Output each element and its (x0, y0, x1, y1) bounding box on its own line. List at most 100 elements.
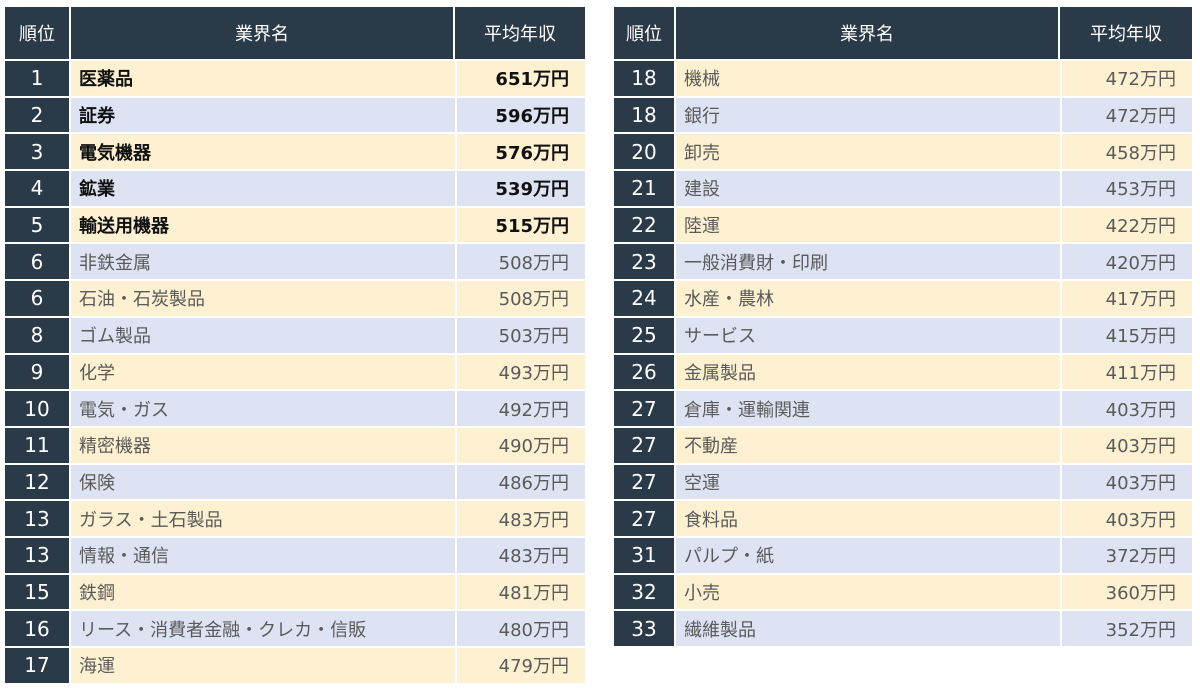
industry-cell: 石油・石炭製品 (71, 281, 455, 316)
rank-cell: 26 (614, 354, 676, 390)
rank-cell: 4 (5, 171, 71, 206)
salary-cell: 403万円 (1060, 464, 1192, 500)
industry-cell: 不動産 (676, 427, 1060, 463)
table-row: 5 輸送用機器 515万円 (5, 207, 585, 243)
salary-cell: 508万円 (455, 281, 585, 316)
header-rank: 順位 (614, 7, 676, 59)
rank-cell: 32 (614, 574, 676, 610)
rank-cell: 25 (614, 317, 676, 353)
industry-cell: 海運 (71, 648, 455, 683)
table-body-right: 18 機械 472万円 18 銀行 472万円 20 卸売 458万円 21 建設 453万円 22 陸運… (614, 61, 1192, 646)
salary-cell: 486万円 (455, 464, 585, 500)
industry-cell: 化学 (71, 354, 455, 390)
header-row: 順位 業界名 平均年収 (614, 7, 1192, 59)
industry-cell: 情報・通信 (71, 537, 455, 573)
industry-cell: 繊維製品 (676, 611, 1060, 646)
header-salary: 平均年収 (1060, 7, 1192, 59)
table-row: 22 陸運 422万円 (614, 207, 1192, 243)
table-row: 27 不動産 403万円 (614, 427, 1192, 463)
rank-cell: 2 (5, 97, 71, 133)
table-row: 24 水産・農林 417万円 (614, 281, 1192, 316)
table-row: 23 一般消費財・印刷 420万円 (614, 244, 1192, 280)
table-row: 12 保険 486万円 (5, 464, 585, 500)
rank-cell: 12 (5, 464, 71, 500)
table-row: 15 鉄鋼 481万円 (5, 574, 585, 610)
salary-cell: 503万円 (455, 317, 585, 353)
rank-cell: 6 (5, 244, 71, 280)
industry-cell: 輸送用機器 (71, 207, 455, 243)
salary-cell: 403万円 (1060, 427, 1192, 463)
rank-cell: 27 (614, 391, 676, 426)
table-row: 27 倉庫・運輸関連 403万円 (614, 391, 1192, 426)
table-row: 13 情報・通信 483万円 (5, 537, 585, 573)
salary-cell: 651万円 (455, 61, 585, 96)
industry-cell: 機械 (676, 61, 1060, 96)
header-rank: 順位 (5, 7, 71, 59)
rank-cell: 27 (614, 427, 676, 463)
rank-cell: 13 (5, 537, 71, 573)
table-row: 16 リース・消費者金融・クレカ・信販 480万円 (5, 611, 585, 646)
industry-cell: 精密機器 (71, 427, 455, 463)
table-row: 8 ゴム製品 503万円 (5, 317, 585, 353)
rank-cell: 27 (614, 501, 676, 536)
industry-cell: 医薬品 (71, 61, 455, 96)
rank-cell: 6 (5, 281, 71, 316)
table-row: 26 金属製品 411万円 (614, 354, 1192, 390)
industry-cell: 水産・農林 (676, 281, 1060, 316)
industry-cell: パルプ・紙 (676, 537, 1060, 573)
industry-cell: 倉庫・運輸関連 (676, 391, 1060, 426)
table-row: 17 海運 479万円 (5, 648, 585, 683)
rank-cell: 18 (614, 97, 676, 133)
rank-cell: 13 (5, 501, 71, 536)
industry-cell: 卸売 (676, 134, 1060, 170)
salary-cell: 493万円 (455, 354, 585, 390)
ranking-table-right: 順位 業界名 平均年収 18 機械 472万円 18 銀行 472万円 20 卸売 458万円 2… (614, 5, 1192, 648)
ranking-table-left: 順位 業界名 平均年収 1 医薬品 651万円 2 証券 596万円 3 電気機器 576万円 4… (5, 5, 585, 685)
table-body-left: 1 医薬品 651万円 2 証券 596万円 3 電気機器 576万円 4 鉱業 539万円 5 輸送用機… (5, 61, 585, 683)
rank-cell: 9 (5, 354, 71, 390)
rank-cell: 10 (5, 391, 71, 426)
salary-cell: 480万円 (455, 611, 585, 646)
industry-cell: 電気・ガス (71, 391, 455, 426)
industry-cell: リース・消費者金融・クレカ・信販 (71, 611, 455, 646)
rank-cell: 17 (5, 648, 71, 683)
table-row: 18 機械 472万円 (614, 61, 1192, 96)
rank-cell: 31 (614, 537, 676, 573)
table-row: 32 小売 360万円 (614, 574, 1192, 610)
salary-cell: 417万円 (1060, 281, 1192, 316)
salary-cell: 508万円 (455, 244, 585, 280)
table-row: 21 建設 453万円 (614, 171, 1192, 206)
table-row: 31 パルプ・紙 372万円 (614, 537, 1192, 573)
table-row: 27 空運 403万円 (614, 464, 1192, 500)
industry-cell: 鉱業 (71, 171, 455, 206)
table-row: 2 証券 596万円 (5, 97, 585, 133)
industry-cell: 銀行 (676, 97, 1060, 133)
industry-cell: ゴム製品 (71, 317, 455, 353)
header-row: 順位 業界名 平均年収 (5, 7, 585, 59)
rank-cell: 3 (5, 134, 71, 170)
table-row: 9 化学 493万円 (5, 354, 585, 390)
header-industry: 業界名 (71, 7, 455, 59)
industry-cell: 食料品 (676, 501, 1060, 536)
rank-cell: 24 (614, 281, 676, 316)
industry-cell: 非鉄金属 (71, 244, 455, 280)
rank-cell: 1 (5, 61, 71, 96)
salary-cell: 415万円 (1060, 317, 1192, 353)
table-row: 6 非鉄金属 508万円 (5, 244, 585, 280)
salary-cell: 372万円 (1060, 537, 1192, 573)
rank-cell: 22 (614, 207, 676, 243)
table-row: 4 鉱業 539万円 (5, 171, 585, 206)
salary-cell: 360万円 (1060, 574, 1192, 610)
table-row: 18 銀行 472万円 (614, 97, 1192, 133)
rank-cell: 27 (614, 464, 676, 500)
header-industry: 業界名 (676, 7, 1060, 59)
table-row: 27 食料品 403万円 (614, 501, 1192, 536)
table-row: 1 医薬品 651万円 (5, 61, 585, 96)
rank-cell: 20 (614, 134, 676, 170)
salary-cell: 403万円 (1060, 391, 1192, 426)
salary-cell: 492万円 (455, 391, 585, 426)
table-row: 20 卸売 458万円 (614, 134, 1192, 170)
industry-cell: 保険 (71, 464, 455, 500)
salary-cell: 453万円 (1060, 171, 1192, 206)
industry-cell: 鉄鋼 (71, 574, 455, 610)
